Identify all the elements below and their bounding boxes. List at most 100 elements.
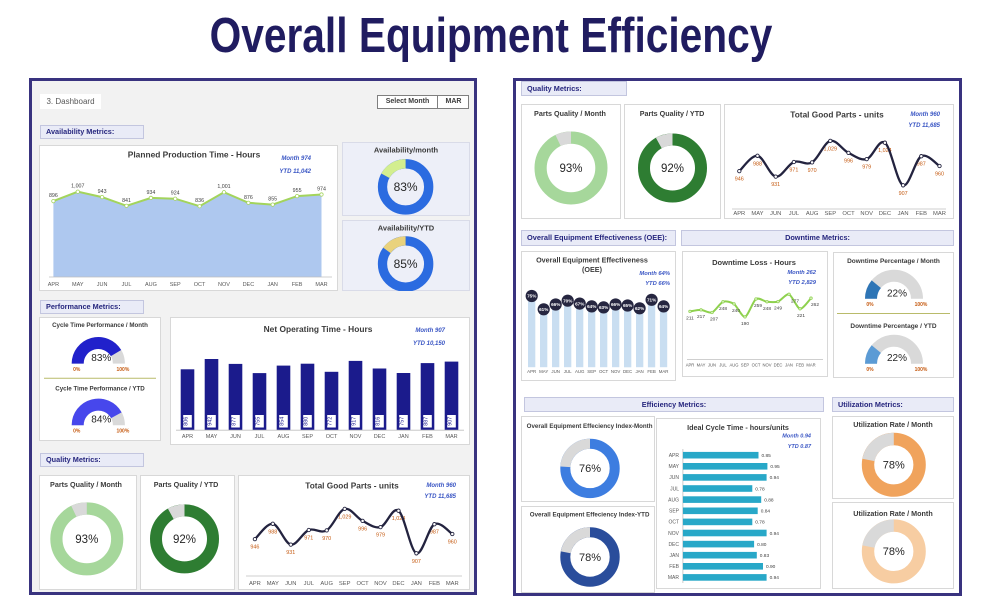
svg-text:APR: APR xyxy=(249,581,261,587)
svg-text:MAR: MAR xyxy=(659,369,669,374)
svg-text:Planned Production Time - Hour: Planned Production Time - Hours xyxy=(128,150,261,160)
svg-text:FEB: FEB xyxy=(647,369,656,374)
svg-text:979: 979 xyxy=(862,165,871,171)
svg-text:AUG: AUG xyxy=(729,363,738,368)
svg-text:DEC: DEC xyxy=(774,363,783,368)
svg-text:NOV: NOV xyxy=(762,363,771,368)
svg-text:FEB: FEB xyxy=(422,434,433,440)
svg-text:262: 262 xyxy=(811,302,819,308)
svg-text:22%: 22% xyxy=(887,288,907,299)
svg-text:100%: 100% xyxy=(117,429,130,435)
svg-text:85%: 85% xyxy=(394,257,418,271)
svg-text:SEP: SEP xyxy=(587,369,596,374)
svg-text:78%: 78% xyxy=(883,546,905,558)
svg-text:FEB: FEB xyxy=(429,581,440,587)
svg-text:Month 64%: Month 64% xyxy=(639,271,670,277)
svg-text:84%: 84% xyxy=(91,415,111,426)
svg-text:0.88: 0.88 xyxy=(764,497,774,503)
svg-text:DEC: DEC xyxy=(668,542,679,548)
svg-text:70%: 70% xyxy=(563,298,572,303)
svg-text:1,029: 1,029 xyxy=(338,514,352,520)
svg-text:JUL: JUL xyxy=(719,363,727,368)
svg-text:841: 841 xyxy=(122,198,131,204)
svg-text:Parts Quality / Month: Parts Quality / Month xyxy=(534,109,606,118)
svg-text:757: 757 xyxy=(400,417,406,426)
svg-text:Downtime Percentage / YTD: Downtime Percentage / YTD xyxy=(850,323,937,330)
svg-text:Utilization Rate / Month: Utilization Rate / Month xyxy=(853,509,932,518)
svg-text:Overall Equipment Effeciency I: Overall Equipment Effeciency Index-YTD xyxy=(530,512,650,519)
svg-text:Parts Quality / YTD: Parts Quality / YTD xyxy=(640,109,705,118)
svg-text:JAN: JAN xyxy=(268,282,278,288)
svg-text:Ideal Cycle Time - hours/units: Ideal Cycle Time - hours/units xyxy=(687,423,789,432)
svg-text:SEP: SEP xyxy=(302,434,313,440)
svg-text:61%: 61% xyxy=(539,307,548,312)
svg-text:100%: 100% xyxy=(915,367,928,373)
svg-text:OCT: OCT xyxy=(842,211,855,217)
svg-text:207: 207 xyxy=(710,317,718,323)
svg-text:100%: 100% xyxy=(915,302,928,308)
svg-text:JUL: JUL xyxy=(122,282,132,288)
svg-text:836: 836 xyxy=(195,198,204,204)
svg-text:APR: APR xyxy=(669,453,680,459)
svg-text:988: 988 xyxy=(753,161,762,167)
svg-text:NOV: NOV xyxy=(350,434,362,440)
svg-text:92%: 92% xyxy=(173,534,196,546)
svg-text:876: 876 xyxy=(244,195,253,201)
svg-text:DEC: DEC xyxy=(392,581,404,587)
svg-text:946: 946 xyxy=(735,177,744,183)
svg-text:248: 248 xyxy=(719,306,727,312)
svg-text:971: 971 xyxy=(789,168,798,174)
svg-text:75%: 75% xyxy=(527,294,536,299)
svg-text:Total Good Parts - units: Total Good Parts - units xyxy=(305,481,399,491)
svg-text:0%: 0% xyxy=(866,302,874,308)
svg-text:NOV: NOV xyxy=(218,282,230,288)
svg-text:MAR: MAR xyxy=(933,211,946,217)
svg-text:1,007: 1,007 xyxy=(71,184,84,190)
svg-text:100%: 100% xyxy=(117,367,130,373)
svg-text:Month 960: Month 960 xyxy=(426,483,456,489)
svg-text:(OEE): (OEE) xyxy=(582,265,603,274)
svg-text:0.94: 0.94 xyxy=(770,531,780,537)
svg-text:996: 996 xyxy=(844,158,853,164)
svg-text:JAN: JAN xyxy=(398,434,408,440)
svg-text:1,029: 1,029 xyxy=(824,146,838,152)
svg-text:987: 987 xyxy=(430,530,439,536)
svg-text:64%: 64% xyxy=(659,304,668,309)
svg-text:259: 259 xyxy=(754,303,762,309)
svg-text:NOV: NOV xyxy=(860,211,873,217)
svg-text:OCT: OCT xyxy=(752,363,761,368)
svg-text:974: 974 xyxy=(317,187,326,193)
svg-text:Month 960: Month 960 xyxy=(910,112,940,118)
svg-text:Net Operating Time - Hours: Net Operating Time - Hours xyxy=(264,324,373,334)
svg-text:66%: 66% xyxy=(611,302,620,307)
svg-text:Availability/YTD: Availability/YTD xyxy=(378,224,435,233)
svg-text:JUN: JUN xyxy=(230,434,241,440)
svg-text:MAY: MAY xyxy=(539,369,548,374)
svg-text:277: 277 xyxy=(791,298,799,304)
svg-text:64%: 64% xyxy=(587,304,596,309)
svg-text:JAN: JAN xyxy=(785,363,793,368)
svg-text:AUG: AUG xyxy=(320,581,333,587)
svg-text:AUG: AUG xyxy=(806,211,819,217)
svg-text:0.83: 0.83 xyxy=(760,553,770,559)
svg-text:877: 877 xyxy=(232,417,238,426)
svg-text:YTD 11,042: YTD 11,042 xyxy=(279,169,311,175)
svg-text:970: 970 xyxy=(322,536,331,542)
svg-text:65%: 65% xyxy=(623,303,632,308)
svg-text:943: 943 xyxy=(98,189,107,195)
svg-text:806: 806 xyxy=(184,417,190,426)
svg-text:JUN: JUN xyxy=(551,369,560,374)
svg-text:66%: 66% xyxy=(551,302,560,307)
svg-text:Availability/month: Availability/month xyxy=(374,146,439,155)
svg-text:MAY: MAY xyxy=(72,282,84,288)
svg-text:OCT: OCT xyxy=(356,581,369,587)
svg-text:83%: 83% xyxy=(91,353,111,364)
svg-text:0%: 0% xyxy=(73,429,81,435)
svg-text:Utilization Rate / Month: Utilization Rate / Month xyxy=(853,420,932,429)
svg-text:FEB: FEB xyxy=(292,282,303,288)
svg-text:855: 855 xyxy=(268,197,277,203)
svg-text:Parts Quality / Month: Parts Quality / Month xyxy=(50,480,122,489)
svg-text:JUN: JUN xyxy=(669,475,679,481)
svg-text:92%: 92% xyxy=(661,163,684,175)
svg-text:0.80: 0.80 xyxy=(757,542,767,548)
